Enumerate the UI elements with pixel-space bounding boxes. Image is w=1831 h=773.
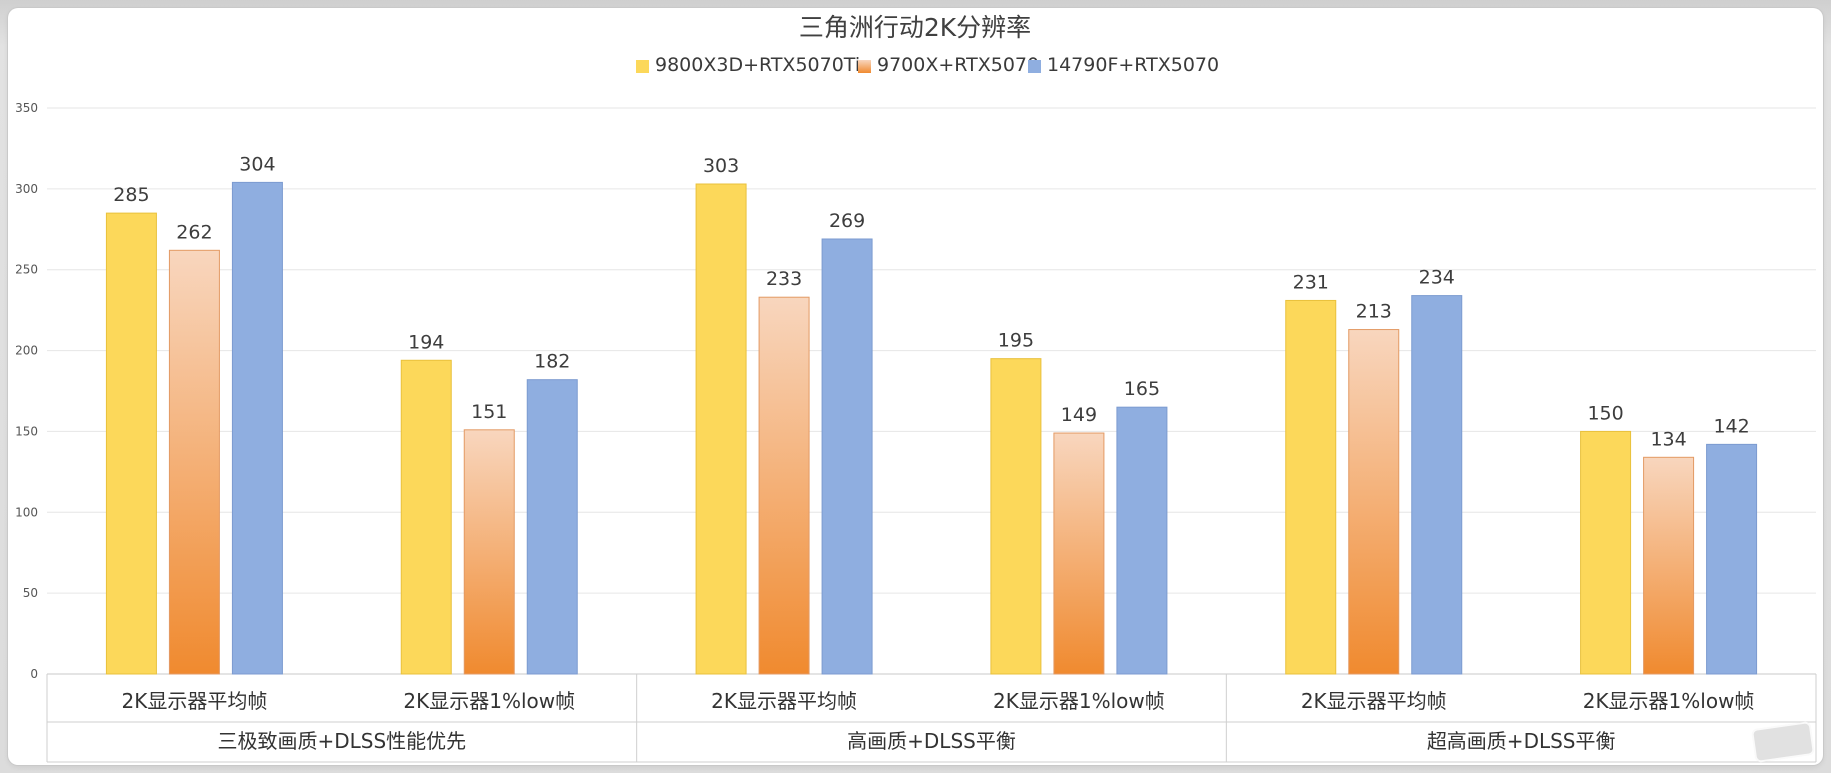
bar	[1580, 430, 1632, 675]
data-label: 195	[998, 330, 1034, 352]
x-category-label: 2K显示器平均帧	[121, 689, 267, 713]
legend-label: 14790F+RTX5070	[1047, 54, 1219, 76]
y-tick-label: 150	[15, 424, 38, 438]
bar	[231, 181, 283, 675]
bar	[1706, 443, 1758, 675]
x-axis: 2K显示器平均帧 2K显示器1%low帧 2K显示器平均帧 2K显示器1%low帧 2K…	[46, 674, 1817, 763]
x-group-label: 三极致画质+DLSS性能优先	[217, 729, 466, 753]
legend-swatch	[1028, 60, 1041, 73]
data-label: 151	[471, 401, 507, 423]
bar	[1411, 295, 1463, 675]
y-tick-label: 50	[23, 586, 38, 600]
legend-swatch	[858, 60, 871, 73]
data-label: 149	[1061, 404, 1097, 426]
legend-label: 9800X3D+RTX5070Ti	[655, 54, 860, 76]
y-tick-label: 250	[15, 263, 38, 277]
y-tick-label: 0	[30, 667, 38, 681]
x-group-label: 超高画质+DLSS平衡	[1427, 729, 1616, 753]
gridlines	[47, 107, 1816, 675]
bar	[463, 429, 515, 675]
y-tick-label: 350	[15, 101, 38, 115]
bar	[1643, 456, 1695, 675]
x-category-label: 2K显示器1%low帧	[403, 689, 575, 713]
x-group-label: 高画质+DLSS平衡	[847, 729, 1016, 753]
data-label: 150	[1587, 402, 1623, 424]
data-label: 182	[534, 351, 570, 373]
bars	[105, 181, 1758, 675]
y-tick-label: 100	[15, 505, 38, 519]
legend: 9800X3D+RTX5070Ti 9700X+RTX5070 14790F+RTX…	[636, 54, 1219, 76]
y-tick-label: 300	[15, 182, 38, 196]
x-category-label: 2K显示器平均帧	[1301, 689, 1447, 713]
bar	[105, 212, 157, 675]
bar	[400, 359, 452, 675]
data-label: 233	[766, 268, 802, 290]
y-axis-ticks: 0 50 100 150 200 250 300 350	[15, 101, 38, 681]
data-label: 134	[1650, 428, 1686, 450]
y-tick-label: 200	[15, 344, 38, 358]
bar	[990, 358, 1042, 675]
data-labels: 285 262 304 194 151 182 303 233 269 195 149 165 231 2…	[113, 153, 1749, 450]
bar	[1285, 299, 1337, 675]
data-label: 165	[1124, 378, 1160, 400]
bar	[168, 249, 220, 675]
x-category-label: 2K显示器平均帧	[711, 689, 857, 713]
data-label: 142	[1713, 415, 1749, 437]
bar	[758, 296, 810, 675]
bar	[1348, 329, 1400, 675]
bar	[1053, 432, 1105, 675]
data-label: 303	[703, 155, 739, 177]
data-label: 269	[829, 210, 865, 232]
bar	[1116, 406, 1168, 675]
x-category-label: 2K显示器1%low帧	[1583, 689, 1755, 713]
data-label: 194	[408, 331, 444, 353]
x-category-label: 2K显示器1%low帧	[993, 689, 1165, 713]
data-label: 285	[113, 184, 149, 206]
legend-swatch	[636, 60, 649, 73]
bar	[821, 238, 873, 675]
data-label: 234	[1419, 267, 1455, 289]
data-label: 231	[1293, 271, 1329, 293]
data-label: 213	[1356, 301, 1392, 323]
data-label: 262	[176, 221, 212, 243]
chart-title: 三角洲行动2K分辨率	[799, 13, 1031, 42]
chart-card	[8, 8, 1823, 765]
bar	[526, 379, 578, 675]
bar	[695, 183, 747, 675]
data-label: 304	[239, 153, 275, 175]
legend-label: 9700X+RTX5070	[877, 54, 1039, 76]
